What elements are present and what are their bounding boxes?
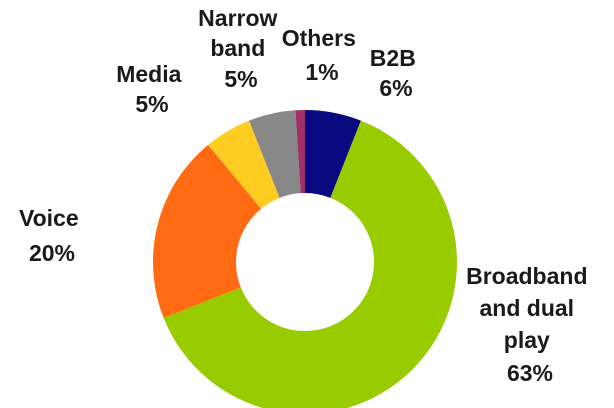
label-b2b: B2B 6% (370, 45, 422, 101)
label-voice: Voice 20% (19, 205, 85, 266)
label-others: Others 1% (282, 25, 363, 85)
slice-b2b (305, 110, 361, 198)
donut-slices (153, 110, 457, 408)
label-media: Media 5% (116, 61, 188, 117)
slice-broadband (163, 120, 457, 408)
slice-narrow-band (249, 110, 301, 198)
slice-media (208, 120, 280, 209)
label-narrow-band: Narrow band 5% (198, 5, 284, 92)
slice-voice (153, 144, 262, 318)
label-broadband: Broadband and dual play 63% (466, 263, 594, 386)
slice-others (295, 110, 305, 194)
